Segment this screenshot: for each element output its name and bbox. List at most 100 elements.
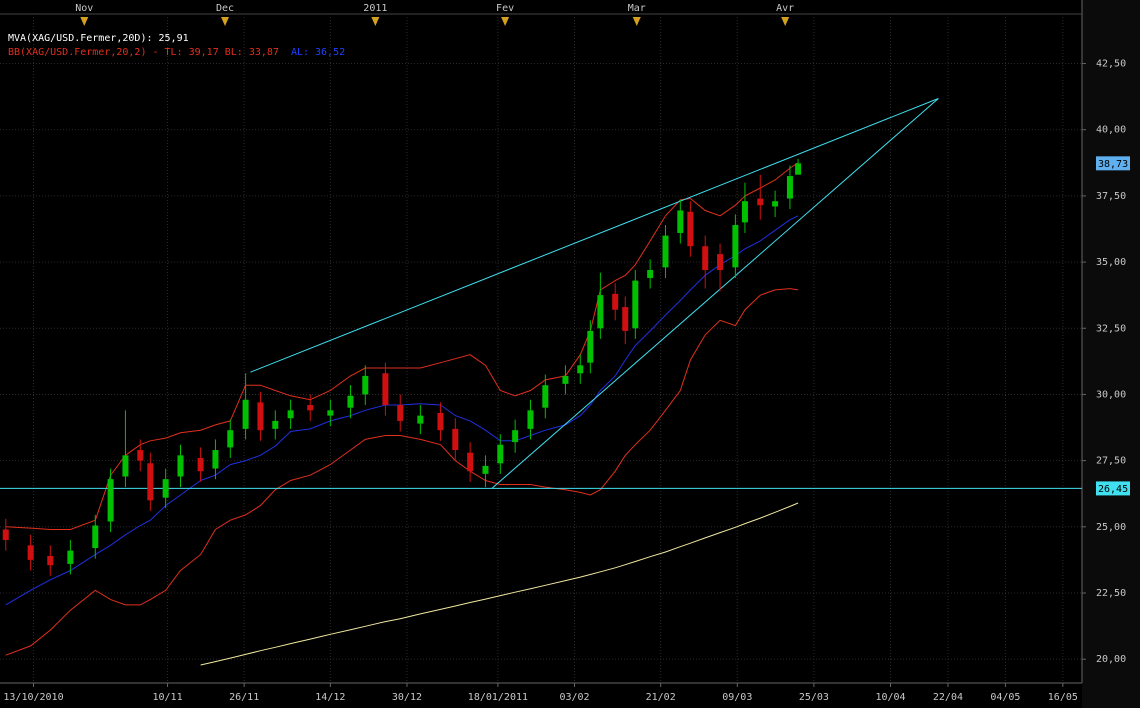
x-tick-label: 30/12: [392, 692, 422, 703]
top-tick-label: Avr: [776, 3, 794, 14]
candle-body: [741, 201, 748, 223]
candle-body: [622, 307, 629, 331]
candle-body: [177, 455, 184, 477]
overlay-line: [5, 288, 799, 656]
candle-body: [437, 412, 444, 431]
top-tick-label: Mar: [628, 3, 646, 14]
candle-body: [227, 430, 234, 448]
y-tick-label: 42,50: [1096, 59, 1126, 70]
candle-body: [497, 444, 504, 464]
overlay-line: [200, 502, 799, 666]
candle-body: [562, 375, 569, 384]
candle-body: [162, 479, 169, 498]
price-label: 38,73: [1098, 159, 1128, 170]
top-tick-label: Nov: [75, 3, 93, 14]
price-label-box: [1096, 481, 1130, 496]
candle-body: [482, 465, 489, 474]
y-tick-label: 32,50: [1096, 323, 1126, 334]
candle-body: [786, 176, 793, 199]
candle-body: [527, 410, 534, 429]
top-tick-marker: [371, 17, 380, 26]
price-label-box: [1096, 156, 1130, 171]
legend-text: BB(XAG/USD.Fermer,20,2) - TL: 39,17 BL: …: [8, 47, 279, 58]
top-tick-marker: [781, 17, 790, 26]
candle-body: [27, 545, 34, 560]
candle-body: [2, 529, 9, 541]
y-tick-label: 35,00: [1096, 257, 1126, 268]
x-tick-label: 09/03: [722, 692, 752, 703]
y-tick-label: 22,50: [1096, 588, 1126, 599]
legend-text: AL: 36,52: [291, 47, 345, 58]
candle-body: [107, 479, 114, 522]
top-tick-marker: [501, 17, 510, 26]
trendline: [250, 98, 939, 373]
candle-body: [612, 293, 619, 310]
candle-body: [137, 450, 144, 461]
x-tick-label: 21/02: [646, 692, 676, 703]
top-tick-label: Fev: [496, 3, 514, 14]
y-tick-label: 30,00: [1096, 389, 1126, 400]
candle-body: [417, 415, 424, 424]
x-tick-label: 04/05: [990, 692, 1020, 703]
legend-text: MVA(XAG/USD.Fermer,20D): 25,91: [8, 33, 189, 44]
x-tick-label: 16/05: [1048, 692, 1078, 703]
x-tick-label: 18/01/2011: [468, 692, 528, 703]
candle-body: [772, 201, 779, 207]
candle-body: [677, 210, 684, 233]
candle-body: [587, 330, 594, 363]
candle-body: [67, 550, 74, 564]
candle-body: [347, 395, 354, 408]
candle-body: [327, 410, 334, 416]
x-tick-label: 25/03: [799, 692, 829, 703]
candle-body: [512, 430, 519, 443]
candle-body: [647, 270, 654, 278]
x-tick-label: 26/11: [229, 692, 259, 703]
x-tick-label: 10/04: [875, 692, 905, 703]
candle-body: [272, 420, 279, 429]
candle-body: [795, 163, 802, 175]
candle-body: [397, 405, 404, 421]
top-tick-marker: [221, 17, 230, 26]
candle-body: [92, 525, 99, 548]
candle-body: [307, 405, 314, 411]
top-tick-label: 2011: [363, 3, 387, 14]
candle-body: [757, 198, 764, 206]
candle-body: [147, 463, 154, 501]
x-tick-label: 13/10/2010: [3, 692, 63, 703]
y-tick-label: 25,00: [1096, 522, 1126, 533]
candle-body: [382, 373, 389, 406]
y-tick-label: 37,50: [1096, 191, 1126, 202]
price-label: 26,45: [1098, 484, 1128, 495]
candle-body: [597, 295, 604, 329]
x-tick-label: 14/12: [315, 692, 345, 703]
x-tick-label: 22/04: [933, 692, 963, 703]
candle-body: [212, 450, 219, 469]
candle-body: [732, 225, 739, 268]
candle-body: [47, 555, 54, 566]
y-tick-label: 40,00: [1096, 125, 1126, 136]
y-tick-label: 27,50: [1096, 456, 1126, 467]
candle-body: [242, 399, 249, 429]
candle-body: [452, 428, 459, 451]
candle-body: [257, 402, 264, 431]
candle-body: [287, 410, 294, 419]
top-tick-marker: [80, 17, 89, 26]
candle-body: [717, 254, 724, 271]
candle-body: [542, 385, 549, 408]
top-tick-label: Dec: [216, 3, 234, 14]
y-axis-panel: [1082, 0, 1140, 708]
candle-body: [702, 246, 709, 271]
candle-body: [197, 457, 204, 472]
x-tick-label: 03/02: [559, 692, 589, 703]
top-tick-marker: [632, 17, 641, 26]
candle-body: [687, 211, 694, 247]
overlay-line: [5, 215, 799, 606]
candle-body: [122, 455, 129, 477]
candle-body: [577, 365, 584, 374]
y-tick-label: 20,00: [1096, 654, 1126, 665]
candle-body: [662, 235, 669, 268]
candle-body: [467, 452, 474, 472]
